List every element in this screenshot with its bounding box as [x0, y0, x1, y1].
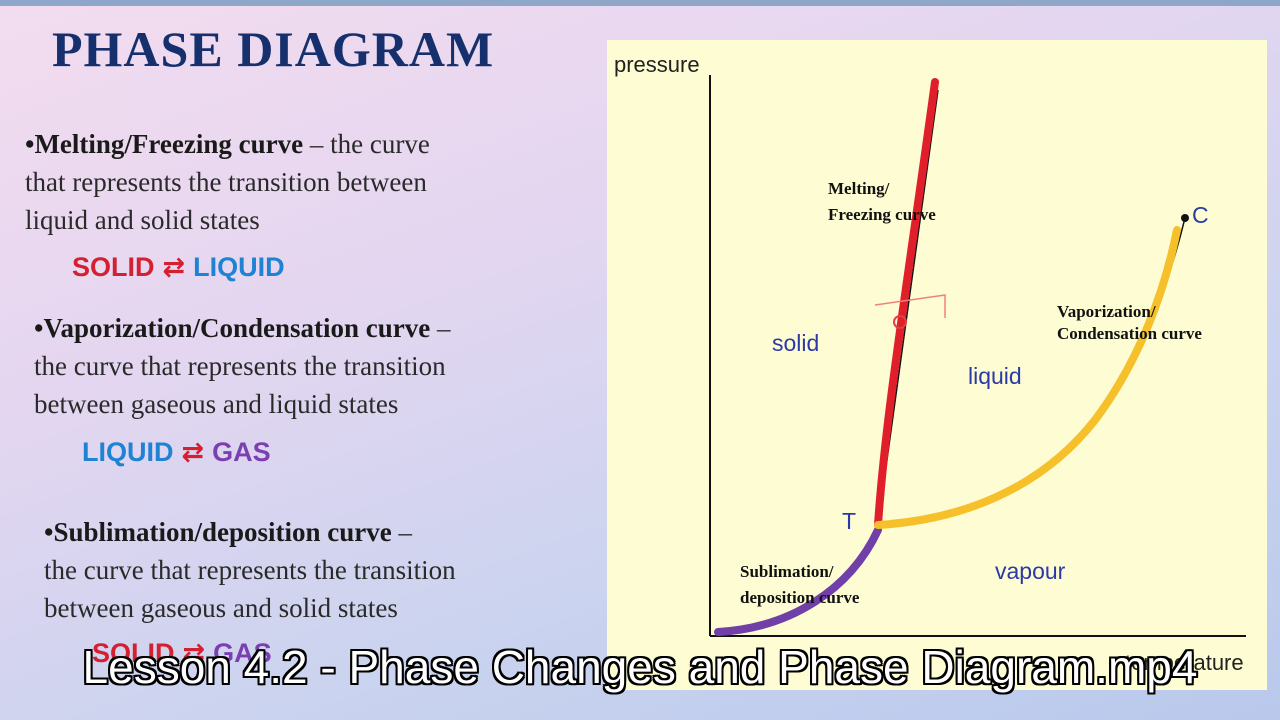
arrow: ⇄	[181, 437, 205, 468]
bullet-text: the curve that represents the transition	[34, 351, 446, 381]
bullet: •Sublimation/deposition curve – the curv…	[44, 513, 456, 627]
state: GAS	[213, 638, 272, 668]
state: GAS	[212, 437, 271, 467]
bullet-term: •Vaporization/Condensation curve	[34, 313, 431, 343]
diagram-panel	[607, 40, 1267, 690]
state: SOLID	[72, 252, 155, 282]
region-label: liquid	[968, 363, 1022, 389]
bullet-term: •Sublimation/deposition curve	[44, 517, 392, 547]
bullet-text: –	[398, 517, 413, 547]
video-caption: Lesson 4.2 - Phase Changes and Phase Dia…	[82, 641, 1198, 693]
curve-label: Vaporization/	[1057, 302, 1156, 321]
bullet-text: the curve that represents the transition	[44, 555, 456, 585]
region-label: vapour	[995, 558, 1066, 584]
melting-curve	[874, 78, 939, 529]
equation: SOLID ⇄ LIQUID	[72, 252, 285, 283]
state: SOLID	[92, 638, 175, 668]
annotation-mark	[874, 294, 946, 318]
sublimation-curve	[714, 526, 882, 636]
bullet-text: –	[436, 313, 451, 343]
arrow: ⇄	[182, 638, 206, 669]
point-label: C	[1192, 202, 1209, 228]
curve-label: Sublimation/	[740, 562, 834, 581]
region-label: solid	[772, 330, 819, 356]
critical-point	[1181, 214, 1189, 222]
bullet-text: liquid and solid states	[25, 205, 260, 235]
vaporization-curve	[874, 226, 1181, 529]
curve-label: Melting/	[828, 179, 890, 198]
x-axis-label: temperature	[1125, 650, 1244, 675]
arrow: ⇄	[162, 252, 186, 283]
curve-label: Condensation curve	[1057, 324, 1202, 343]
bullet-text: between gaseous and solid states	[44, 593, 398, 623]
slide-title: PHASE DIAGRAM	[52, 21, 495, 77]
equation: SOLID ⇄ GAS	[92, 638, 272, 669]
state: LIQUID	[193, 252, 285, 282]
curve-label: Freezing curve	[828, 205, 936, 224]
curve-label: deposition curve	[740, 588, 860, 607]
bullet-text: – the curve	[309, 129, 430, 159]
bullet: •Melting/Freezing curve – the curve that…	[25, 125, 430, 239]
bullet-text: that represents the transition between	[25, 167, 427, 197]
bullet-term: •Melting/Freezing curve	[25, 129, 304, 159]
point-label: T	[842, 508, 856, 534]
top-bar	[0, 0, 1280, 6]
equation: LIQUID ⇄ GAS	[82, 437, 271, 468]
bullet: •Vaporization/Condensation curve – the c…	[34, 309, 450, 423]
state: LIQUID	[82, 437, 174, 467]
y-axis-label: pressure	[614, 52, 700, 77]
annotation-mark	[893, 315, 907, 329]
bullet-text: between gaseous and liquid states	[34, 389, 399, 419]
